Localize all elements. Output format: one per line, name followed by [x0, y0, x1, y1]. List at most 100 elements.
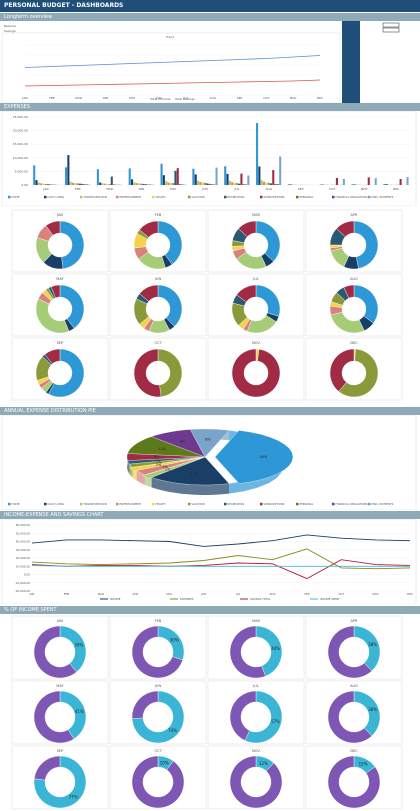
income-x-tick: SEP — [304, 592, 310, 596]
pct-donut-slice — [131, 625, 183, 679]
expense-bar — [83, 184, 86, 185]
expense-bar — [199, 182, 202, 185]
annual-pie-slice — [190, 428, 230, 458]
annual-legend-label: HOME — [12, 502, 20, 506]
expenses-x-tick: OCT — [329, 187, 335, 191]
pct-donut-label: 30% — [170, 638, 179, 643]
expense-bar — [399, 179, 402, 185]
expenses-x-tick: JUN — [201, 187, 207, 191]
expenses-axis: 25,000.00 20,000.00 15,000.00 10,000.00 5,00… — [13, 115, 412, 191]
trend-x-tick: MAR — [75, 96, 82, 100]
income-x-tick: APR — [132, 592, 138, 596]
income-x-tick: MAR — [98, 592, 104, 596]
expense-bar — [133, 182, 136, 185]
income-legend-label: EXPENSES — [180, 597, 194, 601]
expense-bar — [287, 184, 290, 185]
legend-total-incomes: Total Incomes — [149, 97, 171, 101]
expense-bar — [35, 180, 38, 185]
expenses-y-tick: 20,000.00 — [13, 129, 28, 133]
pct-donut-label: 57% — [271, 719, 280, 724]
section-pct-income: % OF INCOME SPENT — [0, 606, 420, 614]
expense-bar — [81, 183, 84, 185]
expenses-y-tick: 25,000.00 — [13, 115, 28, 119]
expense-bar — [131, 179, 134, 185]
expense-bar — [181, 184, 184, 185]
annual-legend-swatch — [8, 502, 11, 506]
pct-donut-month: JUN — [154, 684, 162, 688]
expense-bar — [265, 182, 268, 185]
month-donut-label: AUG — [350, 277, 358, 281]
expenses-legend-swatch — [224, 195, 227, 199]
expense-bar — [385, 184, 388, 185]
expenses-legend-label: SUBSCRIPTIONS — [264, 195, 285, 199]
expenses-x-tick: APR — [138, 187, 144, 191]
income-y-tick: -20,000.00 — [15, 589, 30, 593]
month-donut-slice — [50, 284, 61, 299]
expense-bar — [47, 184, 50, 185]
trend-chart-frame — [1, 32, 341, 104]
pct-donut-month: FEB — [155, 619, 162, 623]
pct-donut-month: AUG — [350, 684, 358, 688]
annual-pie-slice — [136, 456, 206, 475]
expenses-y-tick: 0.00 — [21, 183, 28, 187]
annual-pie-slice — [126, 453, 206, 461]
income-x-tick: NOV — [373, 592, 379, 596]
section-expenses: EXPENSES — [0, 103, 420, 111]
expense-bar — [165, 181, 168, 185]
income-series-line — [31, 548, 411, 570]
annual-pie-label: 17% — [191, 472, 199, 476]
expenses-x-tick: MAY — [170, 187, 176, 191]
expenses-bar-chart: 25,000.00 20,000.00 15,000.00 10,000.00 5,00… — [1, 111, 417, 206]
expenses-legend-label: FINANCIAL OBLIGATIONS — [336, 195, 368, 199]
expenses-legend-swatch — [188, 195, 191, 199]
expense-bar — [110, 176, 113, 185]
month-donut-label: OCT — [154, 341, 162, 345]
expense-bar — [235, 183, 238, 185]
month-donut-label: JUL — [252, 277, 259, 281]
pct-donut-slice — [131, 690, 185, 744]
expense-bar — [262, 181, 266, 185]
expenses-x-tick: FEB — [75, 187, 81, 191]
trend-x-tick: MAY — [129, 96, 135, 100]
expenses-x-tick: JUL — [234, 187, 240, 191]
expense-bar — [42, 183, 45, 185]
income-y-tick: 10,000.00 — [16, 564, 30, 568]
trend-x-tick: AUG — [209, 96, 216, 100]
expense-bar — [40, 183, 43, 185]
annual-legend-swatch — [152, 502, 155, 506]
overview-control-box-1[interactable] — [382, 22, 400, 28]
overview-control-box-2[interactable] — [382, 27, 400, 33]
expenses-legend-swatch — [116, 195, 119, 199]
month-donut-slice — [353, 220, 379, 269]
annual-legend-label: RECREATION — [228, 502, 245, 506]
expenses-x-tick: MAR — [106, 187, 113, 191]
annual-legend-label: DAILY LIVING — [48, 502, 65, 506]
pct-donut-slice — [131, 755, 185, 809]
expense-bar — [242, 184, 245, 185]
expense-bar — [247, 175, 250, 185]
expenses-legend-swatch — [296, 195, 299, 199]
month-donut-label: FEB — [155, 213, 162, 217]
trend-x-tick: SEP — [237, 96, 243, 100]
expense-bar — [192, 168, 195, 185]
annual-pie-side — [129, 464, 133, 478]
annual-legend-label: ENTERTAINMENT — [120, 502, 142, 506]
month-donut-label: NOV — [252, 341, 260, 345]
income-y-tick: -10,000.00 — [15, 581, 30, 585]
pct-donut-month: NOV — [252, 749, 260, 753]
expense-bar — [67, 155, 70, 185]
expense-bar — [226, 173, 229, 185]
annual-legend-swatch — [116, 502, 119, 506]
expense-bar — [167, 182, 170, 185]
month-donut-label: JAN — [56, 213, 63, 217]
monthly-expense-donuts: JAN FEB MAR APR MAY JUN JUL AUG SEP OCT NOV DEC — [11, 209, 403, 401]
income-y-tick: 40,000.00 — [16, 540, 30, 544]
annual-pie-frame — [1, 415, 417, 510]
annual-pie-slice — [151, 429, 206, 458]
expense-bar — [215, 167, 218, 185]
expenses-y-tick: 5,000.00 — [15, 169, 28, 173]
pct-donut-slice — [229, 755, 283, 809]
expense-bar — [210, 184, 213, 185]
month-donut-label: DEC — [350, 341, 358, 345]
pct-donut-month: DEC — [350, 749, 358, 753]
